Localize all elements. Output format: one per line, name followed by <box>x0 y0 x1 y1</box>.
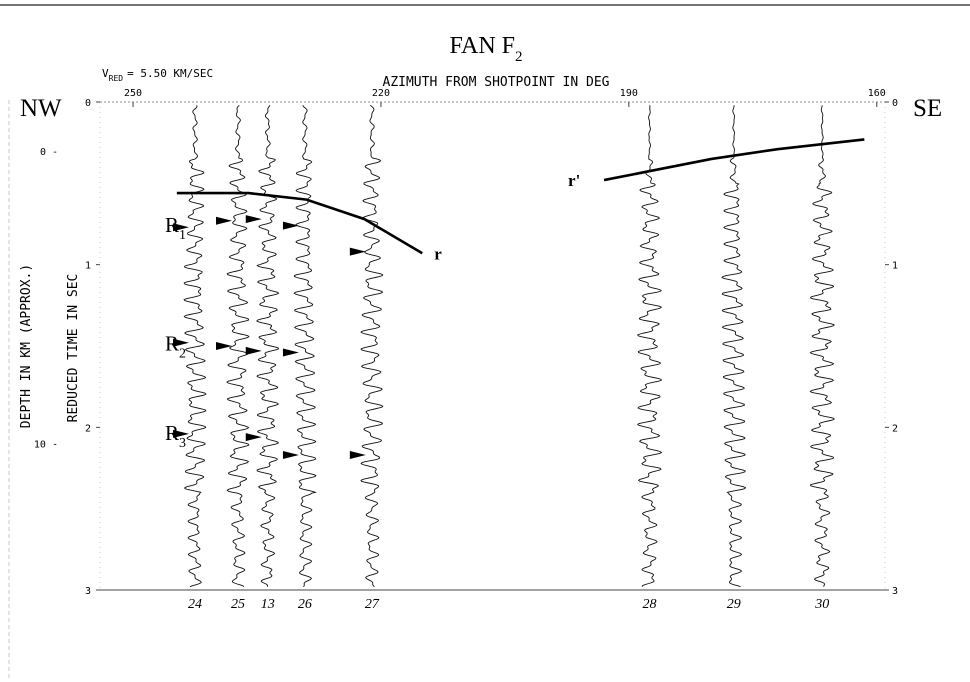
top-axis-tick-label: 250 <box>124 88 142 99</box>
chart-title: FAN F2 <box>449 33 522 65</box>
direction-right: SE <box>913 95 942 122</box>
travel-time-curve-label: r <box>434 244 442 263</box>
depth-axis-tick-label: 10 - <box>34 440 58 451</box>
trace-label: 13 <box>261 597 275 612</box>
arrival-arrow <box>349 247 366 256</box>
arrival-arrows <box>173 215 366 459</box>
depth-axis-ticks: 0 - 10 - <box>34 147 58 451</box>
arrival-arrow <box>173 223 190 232</box>
top-axis-ticks: 250 220 190 160 <box>124 88 886 107</box>
left-axis-tick-label: 0 <box>85 98 91 109</box>
left-axis-label: REDUCED TIME IN SEC <box>66 274 81 423</box>
right-axis-tick-label: 0 <box>892 98 898 109</box>
seismic-trace <box>183 105 207 588</box>
travel-time-curve <box>603 138 865 182</box>
phase-label-letter: R <box>165 332 179 356</box>
left-axis-ticks: 0 1 2 3 <box>85 98 100 597</box>
arrival-arrow <box>245 215 262 224</box>
arrival-arrow <box>245 346 262 355</box>
trace-label: 30 <box>814 597 829 612</box>
phase-label: R1 <box>165 213 186 243</box>
arrival-arrow <box>215 216 232 225</box>
travel-time-curve-label: r' <box>568 171 580 190</box>
seismic-trace <box>360 104 384 588</box>
seismic-trace <box>256 105 280 587</box>
seismic-trace <box>636 105 663 587</box>
right-axis-tick-label: 2 <box>892 423 898 434</box>
phase-label-subscript: 3 <box>179 436 186 451</box>
left-axis-tick-label: 3 <box>85 586 91 597</box>
right-axis-ticks: 0 1 2 3 <box>885 98 898 597</box>
direction-left: NW <box>20 95 62 122</box>
phase-label-subscript: 2 <box>179 347 186 362</box>
seismic-trace <box>226 104 250 588</box>
arrival-arrow <box>282 348 299 357</box>
reduction-velocity-label: VRED = 5.50 KM/SEC <box>102 67 213 83</box>
reduction-velocity-value: = 5.50 KM/SEC <box>127 67 213 80</box>
trace-label: 26 <box>298 597 312 612</box>
arrival-arrow <box>349 450 366 459</box>
arrival-arrow <box>282 450 299 459</box>
left-axis-tick-label: 2 <box>85 423 91 434</box>
reduction-velocity-subscript: RED <box>109 74 124 83</box>
arrival-arrow <box>215 342 232 350</box>
phase-label: R3 <box>165 421 186 451</box>
chart-title-subscript: 2 <box>515 49 523 65</box>
arrival-arrow <box>282 221 299 230</box>
right-axis-tick-label: 3 <box>892 586 898 597</box>
top-axis-tick-label: 220 <box>372 88 390 99</box>
travel-time-curve <box>176 191 423 255</box>
arrival-arrow <box>245 433 262 442</box>
trace-label: 27 <box>365 597 380 612</box>
reduction-velocity-symbol: V <box>102 67 109 80</box>
chart-title-text: FAN F <box>449 33 515 59</box>
top-axis-label: AZIMUTH FROM SHOTPOINT IN DEG <box>383 75 610 90</box>
depth-axis-tick-label: 0 - <box>40 147 58 158</box>
trace-label: 28 <box>643 597 657 612</box>
phase-label: R2 <box>165 332 186 362</box>
phase-label-subscript: 1 <box>179 228 186 243</box>
seismic-trace <box>721 105 747 588</box>
left-axis-tick-label: 1 <box>85 261 91 272</box>
seismic-trace <box>809 105 835 587</box>
trace-label: 29 <box>727 597 741 612</box>
trace-label: 25 <box>231 597 245 612</box>
depth-axis-label: DEPTH IN KM (APPROX.) <box>19 264 34 428</box>
arrival-arrow <box>173 429 190 438</box>
right-axis-tick-label: 1 <box>892 261 898 272</box>
arrival-arrow <box>173 338 190 347</box>
phase-label-letter: R <box>165 213 179 237</box>
trace-labels: 24 25 13 26 27 28 29 30 <box>188 597 829 612</box>
seismic-traces <box>183 104 835 588</box>
seismic-trace <box>293 105 318 587</box>
travel-time-curves: r r' <box>176 138 865 263</box>
top-axis-tick-label: 190 <box>620 88 638 99</box>
top-axis-tick-label: 160 <box>868 88 886 99</box>
phase-label-letter: R <box>165 421 179 445</box>
trace-label: 24 <box>188 597 202 612</box>
